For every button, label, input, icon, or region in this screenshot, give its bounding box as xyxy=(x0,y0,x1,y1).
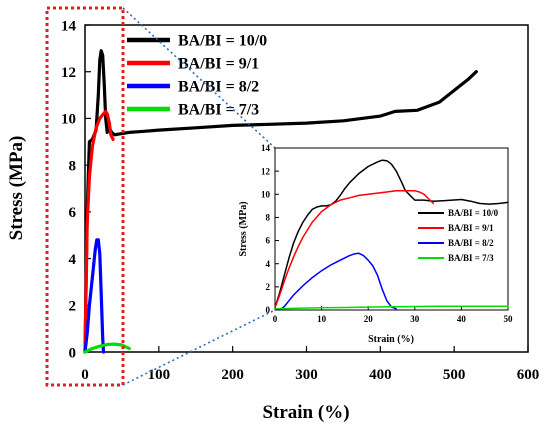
inset-y-tick-label: 14 xyxy=(261,143,271,153)
main-y-tick-label: 6 xyxy=(69,205,77,221)
inset-x-tick-label: 10 xyxy=(317,314,327,324)
inset-x-tick-label: 30 xyxy=(410,314,420,324)
inset-y-tick-label: 8 xyxy=(266,213,271,223)
inset-x-axis-title: Strain (%) xyxy=(368,334,414,345)
inset-series-lines xyxy=(274,159,509,311)
inset-ticks: 0 10 20 30 40 50 0 2 4 6 8 10 12 14 xyxy=(261,143,513,324)
inset-series-line-ba-bi-8-2 xyxy=(278,252,397,311)
main-x-tick-label: 100 xyxy=(148,367,171,383)
main-y-tick-label: 10 xyxy=(61,112,76,128)
inset-series-line-ba-bi-7-3 xyxy=(274,305,509,310)
main-series-line-ba-bi-10-0 xyxy=(83,49,478,354)
inset-x-tick-label: 50 xyxy=(504,314,514,324)
main-y-tick-label: 4 xyxy=(69,252,77,268)
main-y-tick-label: 2 xyxy=(69,299,77,315)
inset-series-line-ba-bi-10-0 xyxy=(274,159,509,309)
zoom-highlight-box xyxy=(45,6,125,387)
main-y-tick-label: 8 xyxy=(69,158,77,174)
inset-x-tick-label: 40 xyxy=(457,314,467,324)
inset-plot-frame xyxy=(274,147,509,311)
inset-y-tick-label: 4 xyxy=(266,259,271,269)
inset-y-tick-label: 0 xyxy=(266,305,271,315)
main-y-tick-label: 12 xyxy=(61,65,76,81)
main-legend: BA/BI = 10/0 BA/BI = 9/1 BA/BI = 8/2 BA/BI … xyxy=(127,33,267,119)
inset-y-tick-label: 12 xyxy=(261,166,271,176)
main-x-tick-label: 400 xyxy=(369,367,392,383)
main-x-tick-label: 600 xyxy=(517,367,540,383)
main-x-tick-label: 200 xyxy=(221,367,244,383)
main-x-tick-label: 0 xyxy=(81,367,89,383)
zoom-connector-bottom xyxy=(122,309,276,386)
main-x-tick-label: 300 xyxy=(295,367,318,383)
inset-legend-label: BA/BI = 9/1 xyxy=(448,223,494,233)
main-x-axis-title: Strain (%) xyxy=(262,402,349,423)
inset-legend-label: BA/BI = 7/3 xyxy=(448,253,494,263)
inset-series-line-ba-bi-9-1 xyxy=(274,190,435,309)
inset-background xyxy=(275,148,508,310)
inset-y-tick-label: 10 xyxy=(261,189,271,199)
inset-legend-label: BA/BI = 8/2 xyxy=(448,238,494,248)
main-series-line-ba-bi-9-1 xyxy=(83,109,115,354)
main-legend-label: BA/BI = 9/1 xyxy=(178,56,259,73)
main-y-tick-label: 0 xyxy=(69,345,77,361)
main-legend-label: BA/BI = 8/2 xyxy=(178,79,259,96)
inset-x-tick-label: 0 xyxy=(273,314,278,324)
main-series-lines xyxy=(83,49,478,354)
inset-legend: BA/BI = 10/0 BA/BI = 9/1 BA/BI = 8/2 BA/BI … xyxy=(418,208,499,263)
main-y-tick-label: 14 xyxy=(61,18,77,34)
inset-y-tick-label: 6 xyxy=(266,236,271,246)
inset-y-tick-label: 2 xyxy=(266,282,271,292)
inset-legend-label: BA/BI = 10/0 xyxy=(448,208,499,218)
main-legend-label: BA/BI = 10/0 xyxy=(178,33,267,50)
inset-y-axis-title: Stress (MPa) xyxy=(238,201,249,256)
main-legend-label: BA/BI = 7/3 xyxy=(178,102,259,119)
main-series-line-ba-bi-8-2 xyxy=(83,238,106,354)
inset-x-tick-label: 20 xyxy=(364,314,374,324)
main-y-axis-title: Stress (MPa) xyxy=(6,136,27,241)
main-series-line-ba-bi-7-3 xyxy=(83,342,131,354)
main-x-tick-label: 500 xyxy=(443,367,466,383)
